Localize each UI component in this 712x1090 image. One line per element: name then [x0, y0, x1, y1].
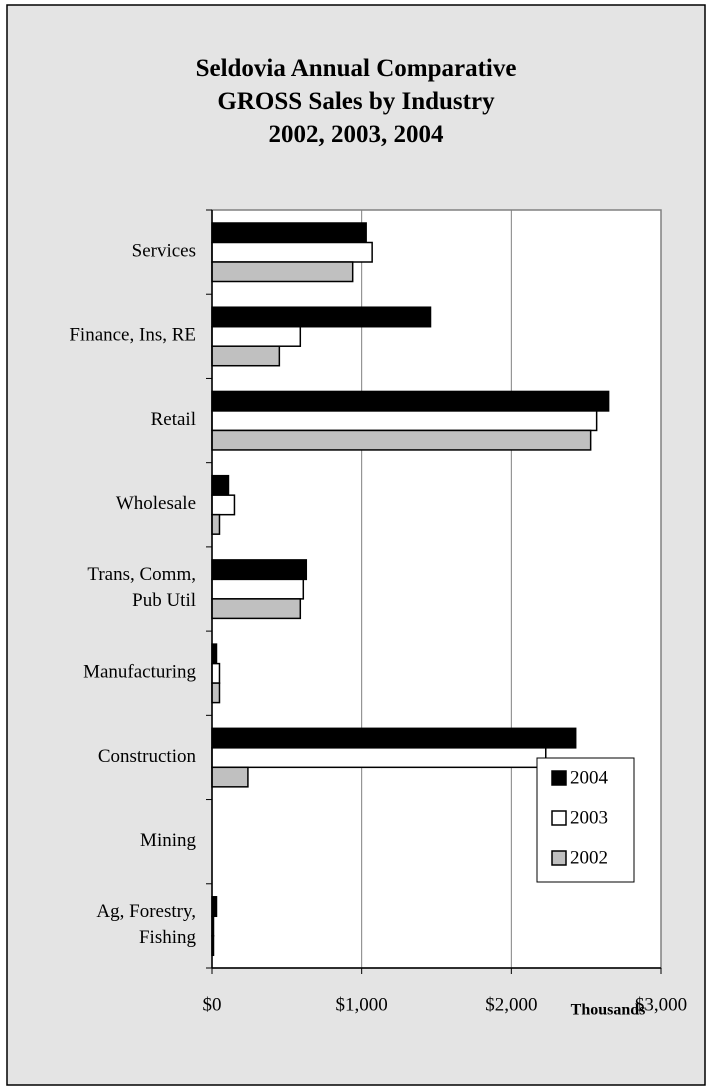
- bar: [211, 429, 592, 451]
- legend-label: 2004: [570, 767, 609, 788]
- y-tick-label: Construction: [98, 746, 197, 767]
- bar: [211, 241, 373, 263]
- legend-swatch: [551, 850, 567, 866]
- legend-label: 2002: [570, 847, 608, 868]
- x-tick-label: $0: [203, 994, 222, 1015]
- bar: [211, 474, 230, 496]
- bar: [211, 494, 236, 516]
- x-tick-label: $1,000: [336, 994, 388, 1015]
- y-tick-label: Wholesale: [116, 493, 196, 514]
- bar: [211, 727, 577, 749]
- legend-swatch: [551, 770, 567, 786]
- x-tick-label: $2,000: [485, 994, 537, 1015]
- y-tick-label: Services: [132, 240, 196, 261]
- bar: [211, 390, 610, 412]
- bar: [211, 598, 302, 620]
- y-tick-label: Mining: [140, 830, 196, 851]
- bar: [211, 410, 598, 432]
- y-tick-label: Ag, Forestry, Fishing: [96, 901, 196, 948]
- bar: [211, 747, 547, 769]
- y-tick-label: Retail: [151, 409, 196, 430]
- bar: [211, 306, 432, 328]
- bar: [211, 222, 367, 244]
- bar: [211, 682, 221, 704]
- bar: [211, 662, 221, 684]
- y-tick-label: Trans, Comm, Pub Util: [87, 564, 196, 611]
- y-tick-label: Finance, Ins, RE: [69, 325, 196, 346]
- x-axis-label: Thousands: [571, 1002, 646, 1019]
- legend-label: 2003: [570, 807, 608, 828]
- bar: [211, 325, 302, 347]
- bar: [211, 513, 221, 535]
- x-tick-label: $3,000: [635, 994, 687, 1015]
- bar: [211, 559, 308, 581]
- bar: [211, 578, 305, 600]
- legend-swatch: [551, 810, 567, 826]
- bar: [211, 345, 281, 367]
- chart-title: Seldovia Annual Comparative GROSS Sales b…: [196, 55, 517, 148]
- y-tick-label: Manufacturing: [83, 662, 196, 683]
- bar: [211, 766, 249, 788]
- bar: [211, 261, 354, 283]
